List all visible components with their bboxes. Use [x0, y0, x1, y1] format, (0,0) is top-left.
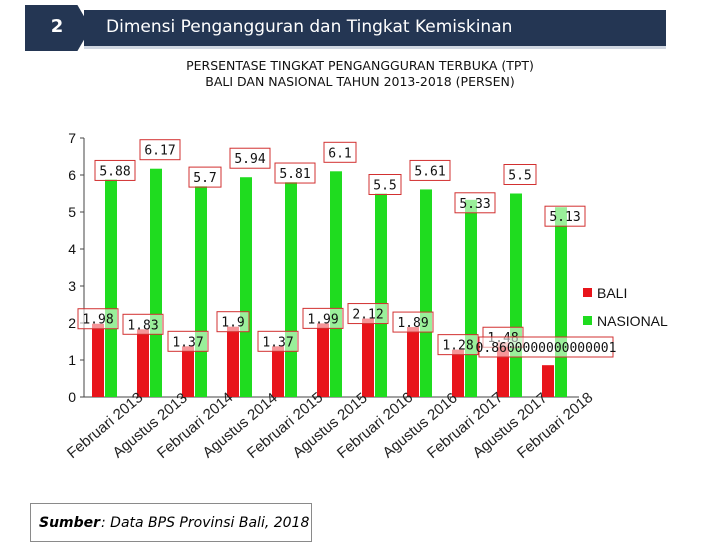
data-label-nasional: 5.5 — [508, 169, 531, 184]
section-number: 2 — [50, 16, 64, 37]
y-tick-label: 5 — [68, 204, 76, 220]
data-label-nasional-box — [368, 174, 402, 195]
data-label-bali-box — [167, 330, 209, 352]
legend-swatch-nasional — [583, 316, 592, 325]
x-category-label: Februari 2013 — [64, 389, 146, 462]
data-label-nasional: 5.88 — [99, 164, 130, 179]
y-tick-label: 7 — [68, 130, 76, 146]
data-label-nasional: 5.7 — [193, 171, 216, 186]
data-label-bali-box — [392, 311, 434, 333]
header-banner: Dimensi Pengangguran dan Tingkat Kemiski… — [84, 10, 666, 49]
bar-nasional — [285, 182, 297, 397]
bar-bali — [182, 346, 194, 397]
bar-nasional — [420, 189, 432, 397]
data-label-nasional-box — [503, 164, 537, 185]
data-label-nasional: 5.5 — [373, 179, 396, 194]
bar-bali — [452, 349, 464, 397]
data-label-nasional: 6.17 — [144, 144, 175, 159]
data-label-nasional-box — [544, 205, 586, 227]
data-label-bali: 1.37 — [172, 335, 203, 350]
data-label-bali: 1.37 — [262, 335, 293, 350]
data-label-bali: 1.99 — [307, 312, 338, 327]
y-tick-label: 2 — [68, 315, 76, 331]
bar-bali — [407, 327, 419, 397]
y-tick-label: 3 — [68, 278, 76, 294]
data-label-nasional-box — [274, 162, 316, 184]
data-label-nasional-box — [94, 159, 136, 181]
data-label-bali-box — [257, 330, 299, 352]
data-label-nasional: 5.13 — [549, 210, 580, 225]
data-label-bali: 2.12 — [352, 308, 383, 323]
source-label: Sumber — [39, 515, 101, 531]
bar-nasional — [330, 171, 342, 397]
chart-title-line-1: PERSENTASE TINGKAT PENGANGGURAN TERBUKA … — [186, 58, 534, 73]
data-label-bali: 1.89 — [397, 316, 428, 331]
data-label-bali: 1.28 — [442, 339, 473, 354]
y-tick-label: 4 — [68, 241, 76, 257]
bar-bali — [272, 346, 284, 397]
data-label-bali-box — [77, 308, 119, 330]
data-label-bali: 1.9 — [221, 316, 244, 331]
source-note: Sumber : Data BPS Provinsi Bali, 2018 — [30, 503, 312, 542]
data-label-bali: 1.98 — [82, 313, 113, 328]
bar-nasional — [375, 193, 387, 397]
slide-title: Dimensi Pengangguran dan Tingkat Kemiski… — [106, 17, 513, 37]
data-label-nasional-box — [454, 192, 496, 214]
bar-bali — [227, 326, 239, 397]
legend-label-nasional: NASIONAL — [597, 313, 668, 329]
bar-nasional — [105, 179, 117, 397]
chart-title: PERSENTASE TINGKAT PENGANGGURAN TERBUKA … — [130, 58, 590, 90]
data-label-bali-box — [302, 307, 344, 329]
data-label-nasional-box — [229, 147, 271, 169]
chart-title-line-2: BALI DAN NASIONAL TAHUN 2013-2018 (PERSE… — [205, 74, 515, 89]
data-label-bali-box — [122, 313, 164, 335]
data-label-bali-box — [437, 334, 479, 356]
bar-bali — [92, 323, 104, 397]
source-text: : Data BPS Provinsi Bali, 2018 — [101, 515, 310, 531]
data-label-nasional: 5.94 — [234, 152, 265, 167]
bar-nasional — [150, 168, 162, 397]
bar-nasional — [465, 199, 477, 397]
data-label-nasional: 6.1 — [328, 146, 351, 161]
data-label-nasional-box — [188, 166, 222, 188]
data-label-nasional: 5.81 — [279, 167, 310, 182]
y-tick-label: 6 — [68, 167, 76, 183]
legend-label-bali: BALI — [597, 285, 627, 301]
data-label-nasional-box — [139, 139, 181, 161]
bar-nasional — [555, 207, 567, 397]
data-label-bali: 1.83 — [127, 318, 158, 333]
bar-nasional — [195, 186, 207, 397]
data-label-bali-box — [347, 303, 389, 325]
bar-bali — [137, 329, 149, 397]
data-label-nasional: 5.33 — [459, 197, 490, 212]
bar-bali — [362, 318, 374, 397]
y-tick-label: 0 — [68, 389, 76, 405]
bar-nasional — [240, 177, 252, 397]
data-label-bali-box — [216, 311, 250, 333]
data-label-nasional: 5.61 — [414, 164, 445, 179]
bar-bali — [542, 365, 554, 397]
data-label-nasional-box — [409, 159, 451, 181]
data-label-bali: 0.8600000000000001 — [476, 341, 617, 356]
legend-swatch-bali — [583, 288, 592, 297]
y-tick-label: 1 — [68, 352, 76, 368]
bar-bali — [317, 323, 329, 397]
bar-nasional — [510, 193, 522, 397]
data-label-nasional-box — [323, 141, 357, 163]
data-label-bali-box — [478, 336, 614, 358]
